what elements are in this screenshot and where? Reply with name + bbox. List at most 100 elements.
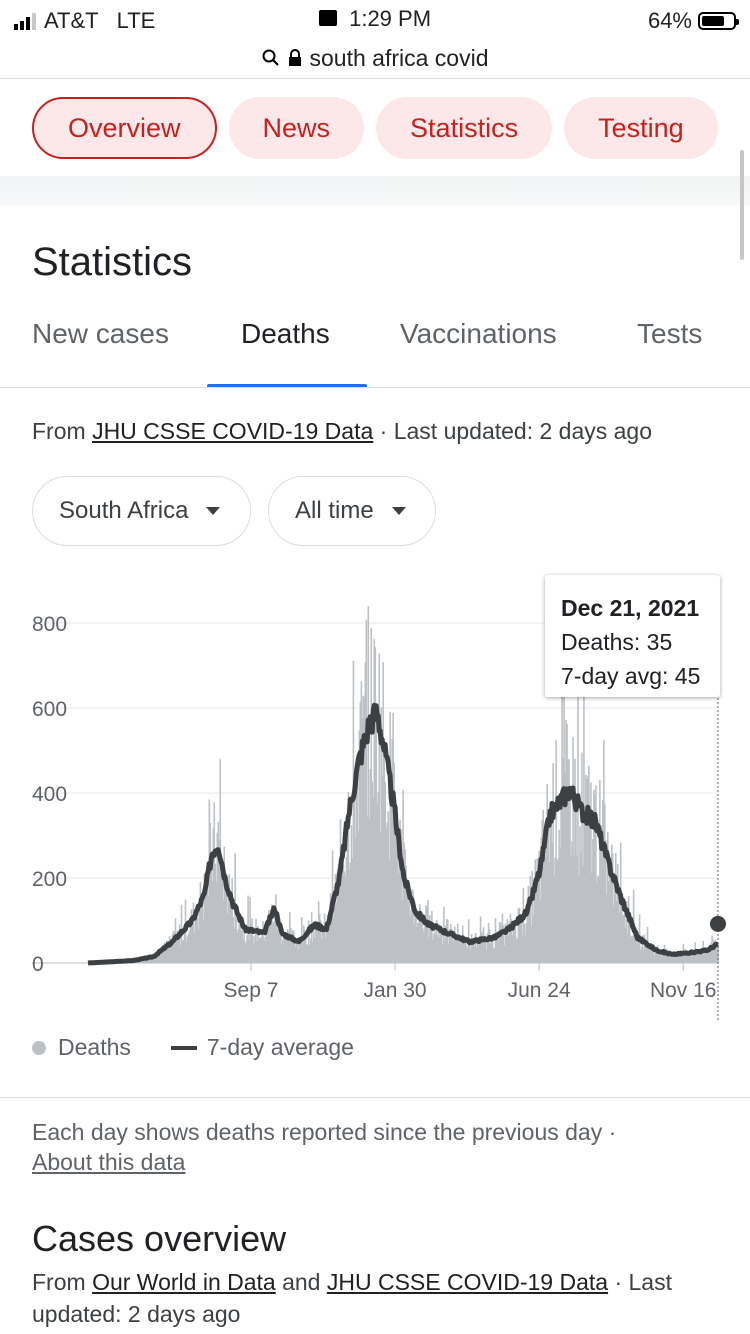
url-bar[interactable]: south africa covid xyxy=(0,38,750,78)
daily-deaths-bar xyxy=(673,954,676,963)
daily-deaths-bar xyxy=(352,660,355,963)
daily-deaths-bar xyxy=(461,925,464,963)
jhu-link[interactable]: JHU CSSE COVID-19 Data xyxy=(326,1269,609,1295)
daily-deaths-bar xyxy=(703,949,705,963)
url-text: south africa covid xyxy=(309,44,489,71)
daily-deaths-bar xyxy=(715,947,717,963)
daily-deaths-bar xyxy=(395,812,397,963)
daily-deaths-bar xyxy=(305,944,308,963)
daily-deaths-bar xyxy=(255,918,257,963)
owid-link[interactable]: Our World in Data xyxy=(92,1269,276,1295)
source-link[interactable]: JHU CSSE COVID-19 Data xyxy=(92,418,374,444)
x-tick-label: Nov 16 xyxy=(650,979,717,1002)
daily-deaths-bar xyxy=(329,893,332,963)
daily-deaths-bar xyxy=(296,944,299,963)
daily-deaths-bar xyxy=(525,923,528,963)
daily-deaths-bar xyxy=(579,826,581,963)
daily-deaths-bar xyxy=(337,863,340,963)
daily-deaths-bar xyxy=(356,772,359,963)
daily-deaths-bar xyxy=(472,941,475,963)
daily-deaths-bar xyxy=(564,772,566,963)
tab-deaths[interactable]: Deaths xyxy=(241,318,330,349)
tab-new-cases[interactable]: New cases xyxy=(32,318,169,349)
daily-deaths-bar xyxy=(683,954,686,963)
daily-deaths-bar xyxy=(353,784,356,963)
daily-deaths-bar xyxy=(445,925,447,963)
daily-deaths-bar xyxy=(228,874,231,963)
daily-deaths-bar xyxy=(496,934,499,963)
network-label: LTE xyxy=(116,8,156,33)
daily-deaths-bar xyxy=(334,874,337,963)
y-tick-label: 400 xyxy=(32,783,67,806)
daily-deaths-bar xyxy=(324,937,327,963)
daily-deaths-bar xyxy=(314,925,317,963)
daily-deaths-bar xyxy=(342,864,345,963)
tooltip-average: 7-day avg: 45 xyxy=(561,663,701,689)
daily-deaths-bar xyxy=(492,948,495,963)
daily-deaths-bar xyxy=(188,930,191,963)
daily-deaths-bar xyxy=(607,831,609,963)
daily-deaths-bar xyxy=(641,935,644,963)
daily-deaths-bar xyxy=(535,873,538,963)
daily-deaths-bar xyxy=(263,937,265,963)
daily-deaths-bar xyxy=(165,940,168,963)
daily-deaths-bar xyxy=(193,933,196,963)
daily-deaths-bar xyxy=(359,701,362,963)
daily-deaths-bar xyxy=(221,858,224,963)
daily-deaths-bar xyxy=(713,943,715,963)
tab-vaccinations[interactable]: Vaccinations xyxy=(400,318,557,349)
y-tick-label: 800 xyxy=(32,613,67,636)
daily-deaths-bar xyxy=(277,929,279,963)
daily-deaths-bar xyxy=(473,946,476,963)
daily-deaths-bar xyxy=(513,922,516,963)
time-range-dropdown[interactable]: All time xyxy=(268,476,436,546)
daily-deaths-bar xyxy=(595,785,597,963)
daily-deaths-bar xyxy=(617,898,620,963)
daily-deaths-bar xyxy=(643,934,646,963)
daily-deaths-bar xyxy=(421,921,423,963)
tab-tests[interactable]: Tests xyxy=(637,318,703,349)
scrollbar[interactable] xyxy=(740,150,744,260)
daily-deaths-bar xyxy=(455,940,458,963)
data-note: Each day shows deaths reported since the… xyxy=(32,1117,722,1177)
daily-deaths-bar xyxy=(565,720,567,963)
daily-deaths-bar xyxy=(637,932,640,963)
daily-deaths-bar xyxy=(151,958,154,963)
daily-deaths-bar xyxy=(414,908,416,963)
daily-deaths-bar xyxy=(176,930,179,963)
daily-deaths-bar xyxy=(497,941,500,963)
daily-deaths-bar xyxy=(599,779,601,963)
daily-deaths-bar xyxy=(382,662,385,963)
chip-statistics[interactable]: Statistics xyxy=(376,97,553,159)
daily-deaths-bar xyxy=(237,929,239,963)
daily-deaths-bar xyxy=(261,931,263,963)
daily-deaths-bar xyxy=(380,707,383,963)
daily-deaths-bar xyxy=(612,905,615,963)
chip-news[interactable]: News xyxy=(228,97,365,159)
daily-deaths-bar xyxy=(566,723,568,963)
daily-deaths-bar xyxy=(246,935,248,963)
status-time: 1:29 PM xyxy=(0,6,750,32)
daily-deaths-bar xyxy=(262,921,264,963)
daily-deaths-bar xyxy=(493,947,496,963)
daily-deaths-bar xyxy=(705,950,707,963)
daily-deaths-bar xyxy=(626,933,629,963)
daily-deaths-bar xyxy=(335,903,338,963)
chip-overview[interactable]: Overview xyxy=(32,97,217,159)
daily-deaths-bar xyxy=(630,935,633,963)
chip-testing[interactable]: Testing xyxy=(564,97,718,159)
section-gap xyxy=(0,176,750,206)
daily-deaths-bar xyxy=(317,901,320,963)
daily-deaths-bar xyxy=(621,915,624,963)
daily-deaths-bar xyxy=(541,820,544,963)
daily-deaths-bar xyxy=(284,939,286,963)
daily-deaths-bar xyxy=(500,924,503,963)
daily-deaths-bar xyxy=(554,857,556,963)
about-data-link[interactable]: About this data xyxy=(32,1149,186,1175)
daily-deaths-bar xyxy=(169,944,172,963)
statistics-title: Statistics xyxy=(32,240,193,284)
daily-deaths-bar xyxy=(336,868,339,963)
region-dropdown[interactable]: South Africa xyxy=(32,476,251,546)
daily-deaths-bar xyxy=(477,945,480,963)
daily-deaths-bar xyxy=(560,796,562,963)
